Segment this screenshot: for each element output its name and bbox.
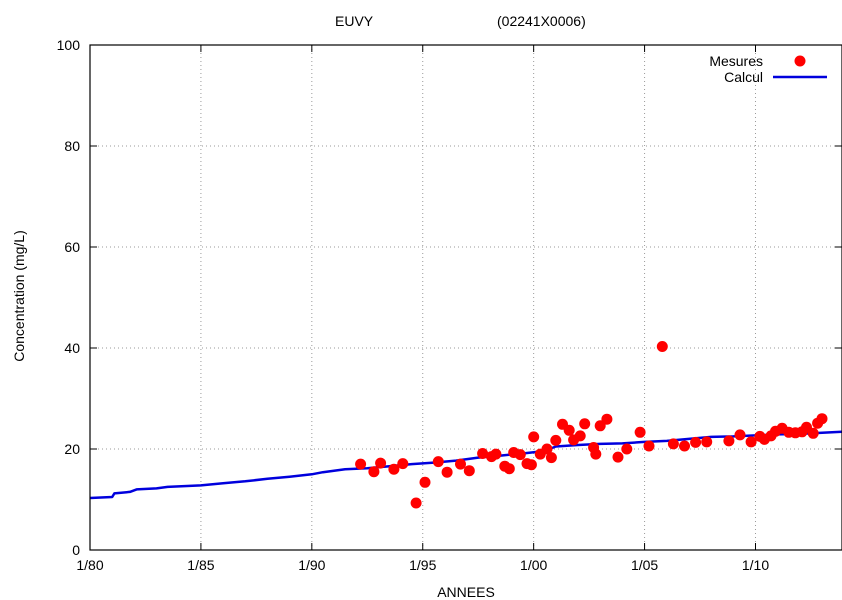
mesure-point [368,466,380,478]
plot-frame [89,44,842,551]
mesure-point [388,463,400,475]
mesure-point [734,429,746,441]
plot-series [89,341,842,509]
x-tick-label: 1/05 [631,557,658,573]
y-tick-label: 80 [64,138,80,154]
mesure-point [679,440,690,452]
mesure-point [612,451,624,463]
mesure-point [410,497,422,509]
x-axis-label: ANNEES [437,584,495,600]
axis-ticks: 1/80 1/85 1/90 1/95 1/00 1/05 1/10 0 20 40 60 80 100 [57,37,842,573]
x-tick-label: 1/10 [742,557,769,573]
mesure-point [455,458,466,470]
x-tick-label: 1/00 [520,557,547,573]
mesure-point [419,476,431,488]
mesure-point [701,436,713,448]
x-tick-label: 1/85 [187,557,214,573]
legend-marker-mesures [794,55,806,67]
mesure-point [621,443,633,455]
mesure-point [594,420,606,432]
legend-label-mesures: Mesures [709,53,763,69]
mesure-point [432,456,444,468]
legend: Mesures Calcul [709,53,827,85]
mesure-point [477,448,489,459]
y-tick-label: 40 [64,340,80,356]
chart-title-left: EUVY [335,13,374,29]
mesure-point [463,465,475,477]
x-tick-label: 1/90 [298,557,325,573]
mesure-point [601,413,613,425]
mesure-point [528,431,540,443]
y-tick-label: 20 [64,441,80,457]
mesure-point [355,458,367,470]
y-tick-label: 0 [72,542,80,558]
mesure-point [550,434,562,446]
chart-title-right: (02241X0006) [497,13,586,29]
mesure-point [375,457,387,469]
x-tick-label: 1/80 [76,557,103,573]
mesure-point [690,436,702,448]
mesure-point [541,443,553,455]
x-tick-label: 1/95 [409,557,436,573]
mesure-point [667,438,679,450]
mesure-point [397,458,409,470]
mesure-point [563,424,575,436]
mesure-point [574,430,586,442]
y-axis-label: Concentration (mg/L) [11,230,27,362]
mesure-point [579,418,591,430]
mesure-point [514,449,526,461]
mesure-point [723,435,735,447]
mesure-point [490,448,502,460]
mesure-point [545,452,557,464]
mesure-point [656,341,668,352]
mesure-point [745,436,757,448]
mesure-point [807,427,819,439]
mesure-point [816,413,828,425]
mesure-point [441,466,453,478]
mesure-point [503,463,515,475]
y-tick-label: 60 [64,239,80,255]
mesure-point [643,440,655,452]
y-tick-label: 100 [57,37,81,53]
mesure-point [525,459,537,471]
legend-label-calcul: Calcul [724,69,763,85]
grid [90,45,842,550]
mesure-point [634,426,646,438]
mesure-point [590,448,602,460]
